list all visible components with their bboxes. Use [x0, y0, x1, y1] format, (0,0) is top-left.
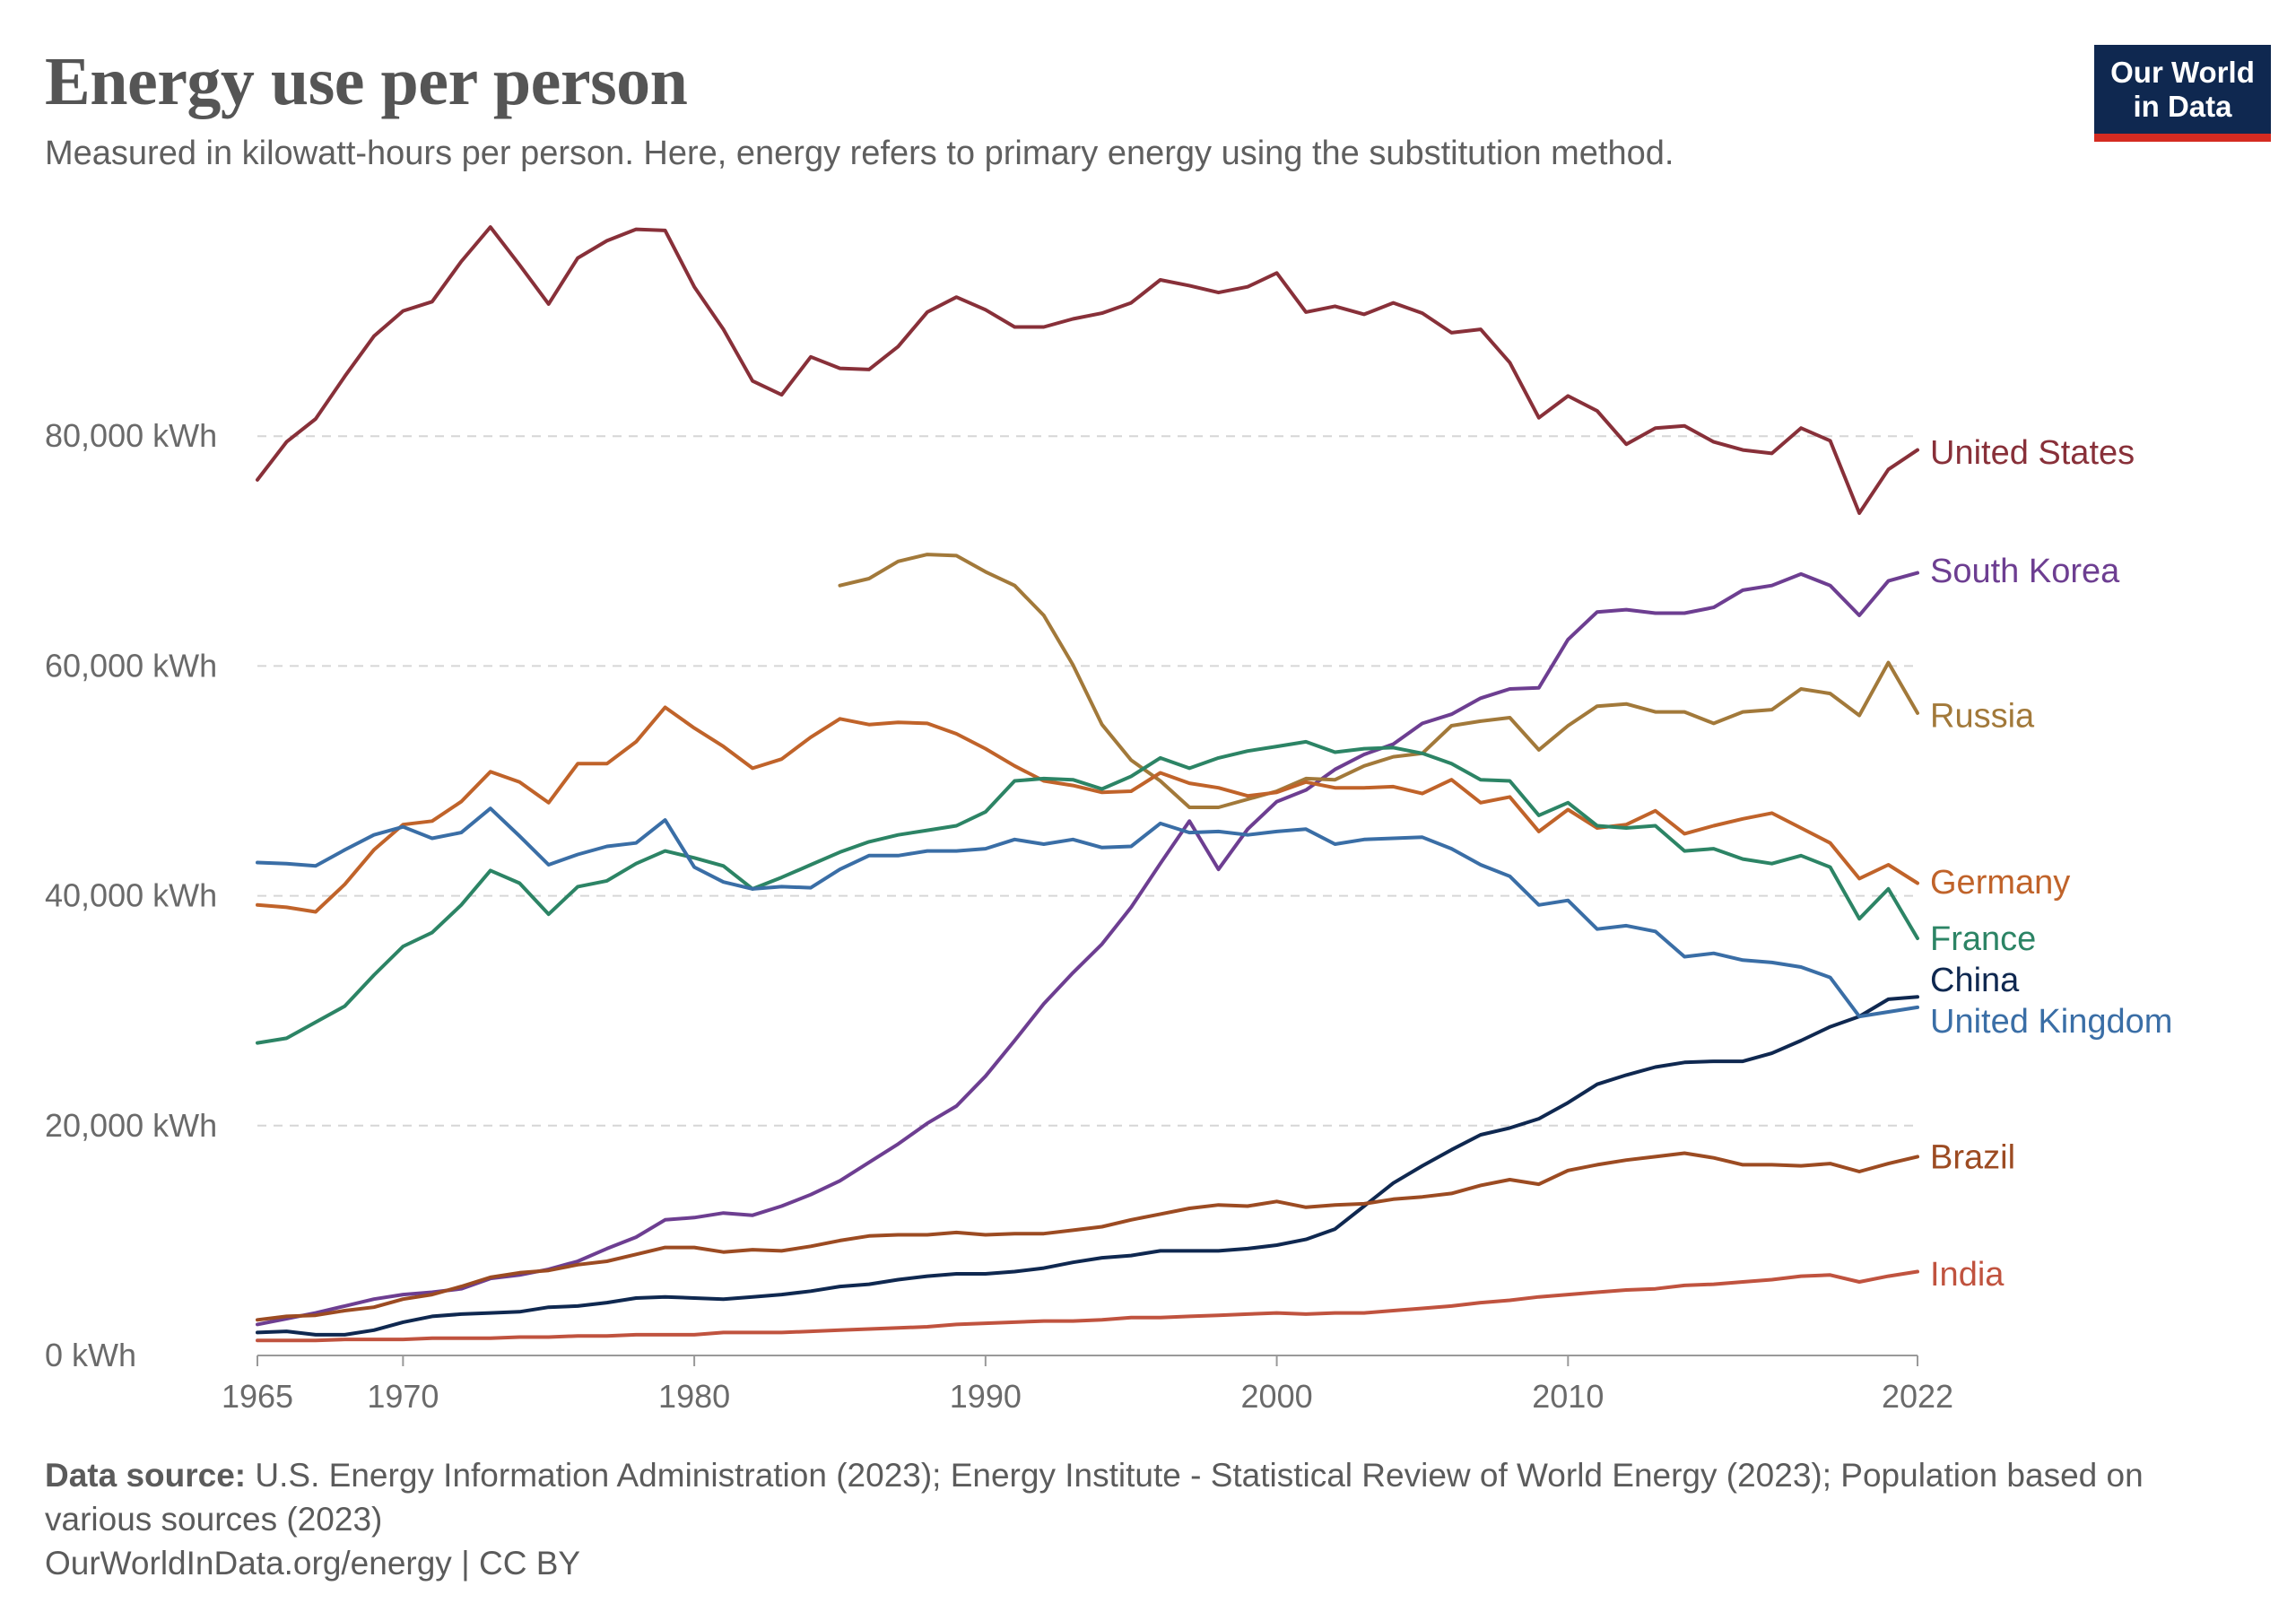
- series-line[interactable]: [256, 705, 1919, 914]
- series-line[interactable]: [256, 1151, 1919, 1322]
- x-tick-label: 1990: [950, 1378, 1022, 1415]
- logo-line-2: in Data: [2133, 90, 2232, 123]
- x-tick-label: 1965: [222, 1378, 293, 1415]
- series-line[interactable]: [256, 225, 1919, 515]
- footer-url: OurWorldInData.org/energy | CC BY: [45, 1545, 581, 1582]
- series-label[interactable]: Brazil: [1930, 1138, 2015, 1176]
- series-label[interactable]: Germany: [1930, 864, 2070, 902]
- y-tick-label: 20,000 kWh: [45, 1107, 217, 1144]
- series-label[interactable]: China: [1930, 962, 2020, 999]
- footer: Data source: U.S. Energy Information Adm…: [45, 1453, 2251, 1585]
- x-tick-label: 2010: [1532, 1378, 1604, 1415]
- series-line[interactable]: [256, 1269, 1919, 1343]
- owid-logo[interactable]: Our World in Data: [2094, 45, 2271, 142]
- series-label[interactable]: France: [1930, 920, 2036, 958]
- data-source: Data source: U.S. Energy Information Adm…: [45, 1453, 2251, 1541]
- series-line[interactable]: [256, 806, 1919, 1019]
- series-line[interactable]: [838, 553, 1919, 809]
- series-label[interactable]: South Korea: [1930, 553, 2120, 590]
- y-tick-label: 0 kWh: [45, 1337, 136, 1373]
- y-tick-label: 60,000 kWh: [45, 647, 217, 684]
- series-line[interactable]: [256, 995, 1919, 1337]
- x-tick-label: 2022: [1882, 1378, 1953, 1415]
- series-label[interactable]: India: [1930, 1256, 2005, 1294]
- x-tick-label: 1970: [367, 1378, 439, 1415]
- chart-subtitle: Measured in kilowatt-hours per person. H…: [45, 135, 1674, 172]
- data-source-label: Data source:: [45, 1457, 247, 1494]
- grid-lines: [257, 435, 1918, 1127]
- y-tick-label: 80,000 kWh: [45, 417, 217, 454]
- axes: 0 kWh 20,000 kWh 40,000 kWh 60,000 kWh 80,00…: [45, 417, 1953, 1415]
- series-lines: [256, 225, 1919, 1343]
- series-label[interactable]: United Kingdom: [1930, 1003, 2172, 1041]
- logo-line-1: Our World: [2110, 56, 2255, 89]
- x-tick-label: 2000: [1241, 1378, 1313, 1415]
- series-label[interactable]: Russia: [1930, 697, 2035, 735]
- data-source-text: U.S. Energy Information Administration (…: [45, 1457, 2144, 1538]
- chart-title: Energy use per person: [45, 44, 688, 119]
- y-tick-label: 40,000 kWh: [45, 877, 217, 914]
- x-tick-label: 1980: [658, 1378, 730, 1415]
- series-line[interactable]: [256, 739, 1919, 1045]
- series-labels: United States South Korea Russia Germany Fra…: [1930, 434, 2172, 1294]
- series-label[interactable]: United States: [1930, 434, 2135, 472]
- series-line[interactable]: [256, 571, 1919, 1327]
